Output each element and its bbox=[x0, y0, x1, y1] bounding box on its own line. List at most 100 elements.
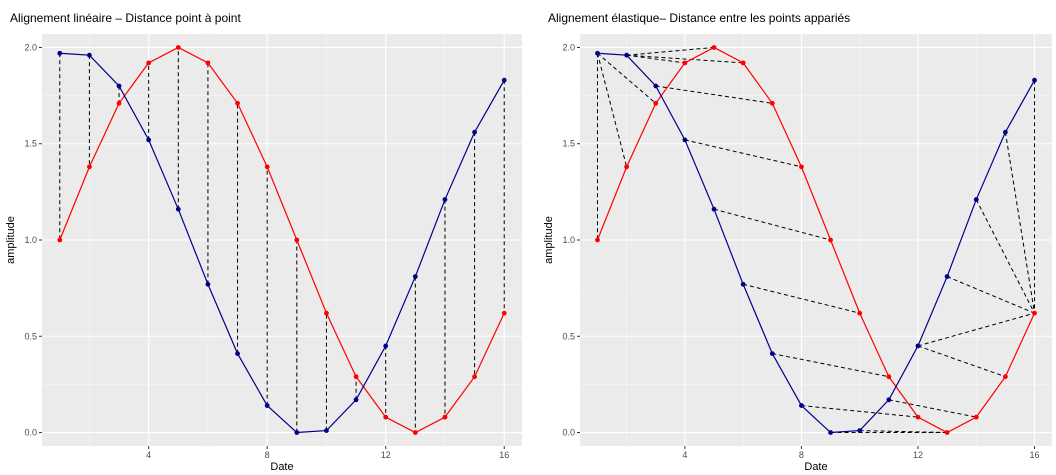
series-point-2 bbox=[442, 197, 448, 202]
series-point-2 bbox=[769, 351, 775, 356]
series-point-1 bbox=[472, 374, 477, 380]
alignment-connector bbox=[597, 52, 657, 104]
series-line-1 bbox=[596, 46, 1036, 434]
y-tick-label: 1.0 bbox=[24, 235, 37, 245]
series-point-2 bbox=[353, 397, 359, 403]
y-tick-label: 0.0 bbox=[24, 428, 37, 438]
y-tick-label: 1.0 bbox=[562, 235, 575, 245]
series-point-2 bbox=[57, 50, 63, 56]
series-point-1 bbox=[828, 237, 833, 243]
alignment-connector bbox=[655, 85, 773, 104]
series-point-1 bbox=[711, 45, 717, 50]
series-point-1 bbox=[1002, 374, 1008, 380]
series-point-1 bbox=[175, 45, 181, 50]
series-point-2 bbox=[501, 77, 507, 83]
chart-panel-2: Alignement élastique– Distance entre les… bbox=[543, 11, 1052, 473]
alignment-connector bbox=[801, 405, 919, 418]
series-point-1 bbox=[915, 414, 921, 420]
alignment-connector bbox=[596, 53, 628, 167]
series-point-1 bbox=[595, 237, 600, 243]
series-point-1 bbox=[973, 414, 979, 420]
x-tick-label: 8 bbox=[265, 450, 270, 460]
alignment-connector bbox=[917, 345, 1006, 378]
series-point-2 bbox=[324, 428, 329, 433]
x-tick-label: 4 bbox=[146, 450, 151, 460]
series-point-2 bbox=[294, 430, 300, 435]
series-point-2 bbox=[116, 83, 122, 89]
series-point-1 bbox=[944, 430, 950, 435]
x-tick-label: 12 bbox=[381, 450, 391, 460]
alignment-connector bbox=[888, 399, 977, 418]
series-point-1 bbox=[769, 100, 775, 106]
series-point-2 bbox=[799, 403, 804, 408]
x-axis-label: Date bbox=[804, 461, 827, 473]
alignment-connector bbox=[684, 139, 802, 168]
chart-title: Alignement linéaire – Distance point à p… bbox=[10, 11, 241, 25]
y-tick-label: 1.5 bbox=[562, 139, 575, 149]
alignment-connector bbox=[859, 430, 948, 434]
series-point-1 bbox=[1032, 310, 1037, 316]
series-point-1 bbox=[383, 414, 389, 420]
series-point-2 bbox=[412, 274, 418, 279]
series-line-2 bbox=[59, 52, 505, 434]
series-point-1 bbox=[412, 430, 418, 435]
series-point-1 bbox=[886, 374, 892, 380]
series-point-1 bbox=[442, 414, 448, 420]
y-axis-label: amplitude bbox=[543, 216, 555, 264]
series-point-2 bbox=[595, 50, 600, 56]
alignment-connector bbox=[917, 312, 1035, 347]
series-point-1 bbox=[294, 237, 300, 243]
y-axis-label: amplitude bbox=[5, 216, 17, 264]
series-point-2 bbox=[205, 281, 211, 287]
series-point-2 bbox=[472, 129, 477, 135]
series-point-1 bbox=[146, 60, 152, 66]
y-tick-label: 1.5 bbox=[24, 139, 37, 149]
chart-panel-1: Alignement linéaire – Distance point à p… bbox=[5, 11, 522, 473]
series-point-2 bbox=[944, 274, 950, 279]
series-point-2 bbox=[973, 197, 979, 202]
series-point-1 bbox=[235, 100, 240, 106]
series-point-2 bbox=[682, 137, 688, 143]
series-point-1 bbox=[205, 60, 211, 66]
series-point-2 bbox=[1032, 77, 1037, 83]
series-point-2 bbox=[711, 206, 717, 212]
series-point-1 bbox=[353, 374, 359, 380]
alignment-connector bbox=[626, 54, 744, 64]
y-tick-label: 0.5 bbox=[24, 331, 37, 341]
alignment-connector bbox=[772, 353, 889, 378]
series-point-1 bbox=[682, 60, 688, 66]
y-tick-label: 2.0 bbox=[562, 42, 575, 52]
x-tick-label: 12 bbox=[913, 450, 923, 460]
series-line-2 bbox=[597, 52, 1036, 434]
series-point-1 bbox=[324, 310, 329, 316]
series-point-1 bbox=[624, 164, 630, 170]
x-tick-label: 8 bbox=[799, 450, 804, 460]
series-point-2 bbox=[1002, 129, 1008, 135]
x-axis-label: Date bbox=[270, 461, 293, 473]
alignment-connector bbox=[713, 208, 831, 241]
series-point-1 bbox=[264, 164, 270, 170]
x-tick-label: 16 bbox=[1030, 450, 1040, 460]
y-tick-label: 0.0 bbox=[562, 428, 575, 438]
alignment-connector bbox=[1004, 132, 1036, 314]
alignment-connector bbox=[626, 54, 685, 64]
series-point-2 bbox=[175, 206, 181, 212]
series-point-2 bbox=[886, 397, 892, 403]
series-point-1 bbox=[799, 164, 804, 170]
x-tick-label: 4 bbox=[682, 450, 687, 460]
alignment-connector bbox=[626, 46, 715, 56]
series-point-2 bbox=[857, 428, 863, 433]
y-tick-label: 0.5 bbox=[562, 331, 575, 341]
series-point-2 bbox=[624, 52, 630, 58]
series-point-2 bbox=[740, 281, 746, 287]
series-point-2 bbox=[235, 351, 240, 356]
series-point-1 bbox=[501, 310, 507, 316]
series-line-1 bbox=[59, 46, 505, 434]
series-point-1 bbox=[116, 100, 122, 106]
series-point-1 bbox=[740, 60, 746, 66]
series-point-1 bbox=[653, 100, 659, 106]
series-point-2 bbox=[264, 403, 270, 408]
series-point-1 bbox=[57, 237, 63, 243]
